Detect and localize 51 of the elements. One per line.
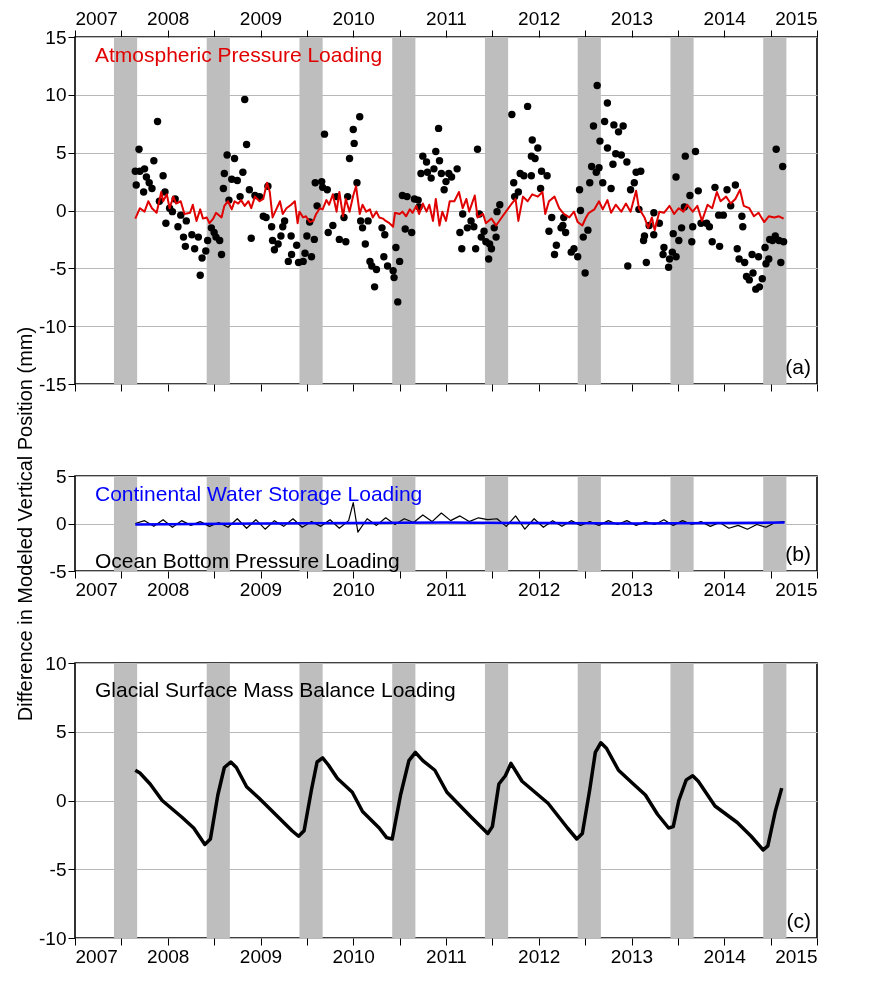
x-tick-label: 2014 bbox=[703, 578, 747, 600]
x-tick-label: 2014 bbox=[703, 945, 747, 967]
x-tick-label: 2009 bbox=[239, 578, 283, 600]
x-tick-label: 2007 bbox=[75, 578, 118, 600]
y-tick-label: 0 bbox=[55, 513, 67, 534]
y-tick-label: 5 bbox=[55, 721, 67, 743]
y-tick-label: -5 bbox=[49, 858, 67, 880]
text: Glacial Surface Mass Balance Loading bbox=[95, 677, 456, 701]
x-tick-label: 2007 bbox=[75, 945, 118, 967]
x-tick-label: 2012 bbox=[518, 578, 561, 600]
x-tick-label: 2013 bbox=[610, 945, 654, 967]
y-tick-label: 5 bbox=[55, 465, 67, 487]
x-tick-label: 2015 bbox=[775, 945, 818, 967]
series-label: Continental Water Storage Loading bbox=[95, 482, 423, 505]
x-tick-label: 2013 bbox=[610, 578, 654, 600]
y-tick-label: -10 bbox=[39, 927, 67, 949]
x-tick-label: 2010 bbox=[332, 945, 375, 967]
x-tick-label: 2012 bbox=[518, 945, 561, 967]
x2-tick-label: 2012 bbox=[518, 7, 561, 29]
x2-tick-label: 2008 bbox=[147, 7, 190, 29]
x2-tick-label: 2013 bbox=[610, 7, 654, 29]
x2-tick-label: 2015 bbox=[775, 7, 818, 29]
x2-tick-label: 2014 bbox=[703, 7, 747, 29]
x2-tick-label: 2007 bbox=[75, 7, 118, 29]
x-tick-label: 2011 bbox=[426, 945, 467, 967]
series-label: Ocean Bottom Pressure Loading bbox=[95, 549, 400, 573]
x-tick-label: 2015 bbox=[775, 578, 818, 600]
annotation: (b) bbox=[785, 542, 811, 565]
annotation: (a) bbox=[785, 355, 811, 378]
y-tick-label: 0 bbox=[55, 790, 67, 811]
x-tick-label: 2009 bbox=[239, 945, 283, 967]
x-tick-label: 2008 bbox=[147, 578, 190, 600]
y-tick-label: -5 bbox=[49, 257, 67, 279]
annotation: (c) bbox=[786, 909, 811, 932]
x2-tick-label: 2009 bbox=[239, 7, 283, 29]
line-series bbox=[133, 741, 784, 852]
y-tick-label: -15 bbox=[39, 373, 67, 395]
x-tick-label: 2008 bbox=[147, 945, 190, 967]
y-tick-label: 10 bbox=[45, 652, 67, 674]
x2-tick-label: 2010 bbox=[332, 7, 375, 29]
y-tick-label: -10 bbox=[39, 315, 67, 337]
text: Atmospheric Pressure Loading bbox=[95, 43, 383, 67]
y-tick-label: 0 bbox=[55, 200, 67, 221]
x-tick-label: 2011 bbox=[426, 578, 467, 600]
y-tick-label: 10 bbox=[45, 84, 67, 106]
y-tick-label: 15 bbox=[45, 26, 67, 48]
y-tick-label: 5 bbox=[55, 142, 67, 164]
x-tick-label: 2010 bbox=[332, 578, 375, 600]
x2-tick-label: 2011 bbox=[426, 7, 467, 29]
y-axis-title: Difference in Modeled Vertical Position (mm) bbox=[13, 326, 36, 722]
y-tick-label: -5 bbox=[49, 560, 67, 582]
